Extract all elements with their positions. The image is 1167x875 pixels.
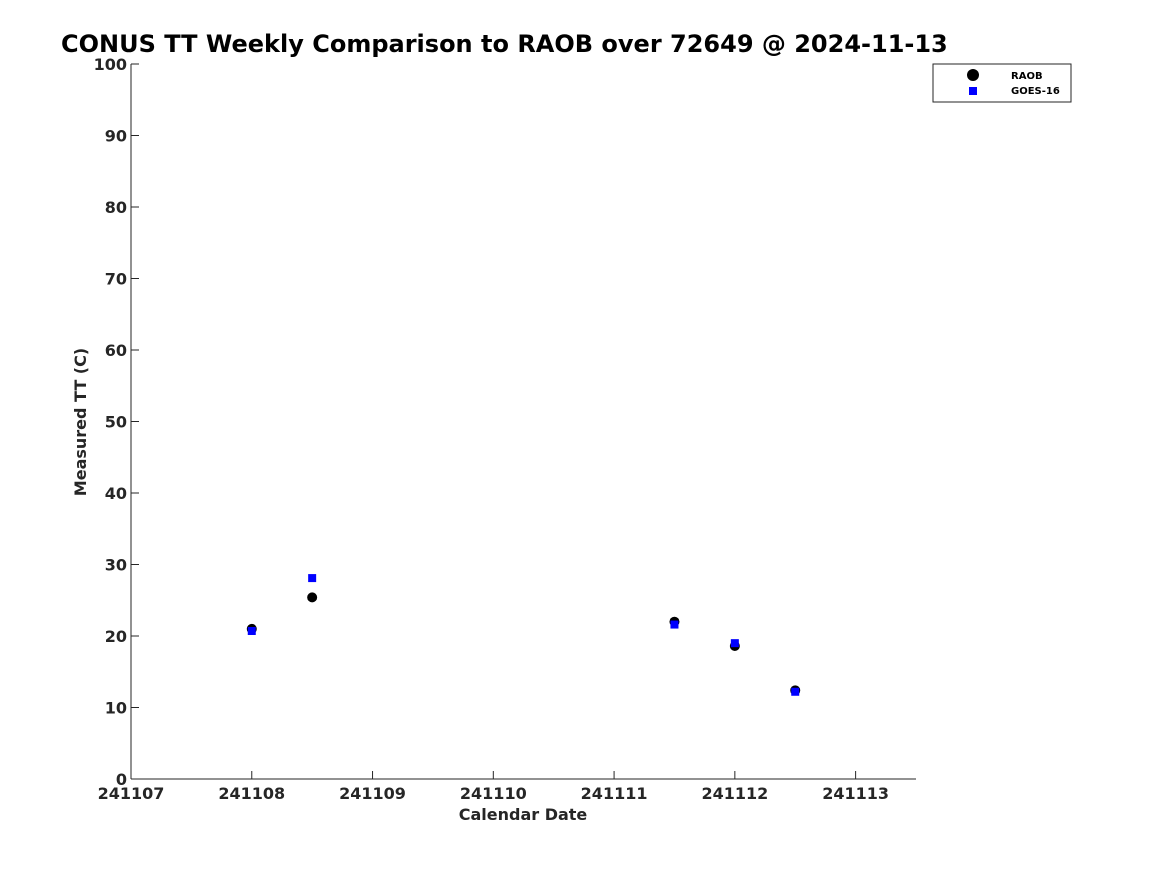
y-tick-label: 50 (105, 413, 127, 432)
goes16-point (308, 574, 317, 583)
legend-goes16-label: GOES-16 (1011, 86, 1060, 97)
x-tick-label: 241111 (581, 784, 648, 803)
data-points (246, 574, 801, 696)
series-raob (246, 592, 801, 696)
y-tick-label: 90 (105, 127, 127, 146)
x-tick-label: 241112 (701, 784, 768, 803)
y-axis-label: Measured TT (C) (71, 348, 90, 496)
y-tick-label: 100 (94, 55, 127, 74)
axes (130, 64, 916, 780)
x-tick-label: 241108 (218, 784, 285, 803)
series-goes-16 (247, 574, 800, 696)
goes16-point (247, 626, 256, 635)
raob-point (307, 592, 318, 603)
y-tick-label: 60 (105, 341, 127, 360)
goes16-point (730, 639, 739, 648)
y-tick-label: 80 (105, 198, 127, 217)
x-tick-label: 241113 (822, 784, 889, 803)
y-tick-label: 70 (105, 270, 127, 289)
x-tick-label: 241107 (98, 784, 165, 803)
y-tick-label: 10 (105, 699, 127, 718)
y-tick-label: 30 (105, 556, 127, 575)
x-tick-label: 241110 (460, 784, 527, 803)
y-tick-label: 0 (116, 770, 127, 789)
y-tick-label: 40 (105, 484, 127, 503)
x-tick-label: 241109 (339, 784, 406, 803)
legend-raob-marker (967, 69, 979, 81)
x-ticks: 241107 241108 241109 241110 241111 241112 2411… (98, 771, 889, 803)
chart-title: CONUS TT Weekly Comparison to RAOB over … (61, 30, 948, 58)
legend-raob-label: RAOB (1011, 71, 1043, 82)
goes16-point (670, 620, 679, 629)
y-tick-label: 20 (105, 627, 127, 646)
legend-goes16-marker (969, 87, 977, 95)
legend-box (932, 63, 1072, 103)
legend: RAOB GOES-16 (932, 63, 1072, 103)
goes16-point (791, 687, 800, 696)
y-ticks: 0 10 20 30 40 50 60 70 80 90 100 (94, 55, 139, 789)
x-axis-label: Calendar Date (459, 805, 588, 824)
